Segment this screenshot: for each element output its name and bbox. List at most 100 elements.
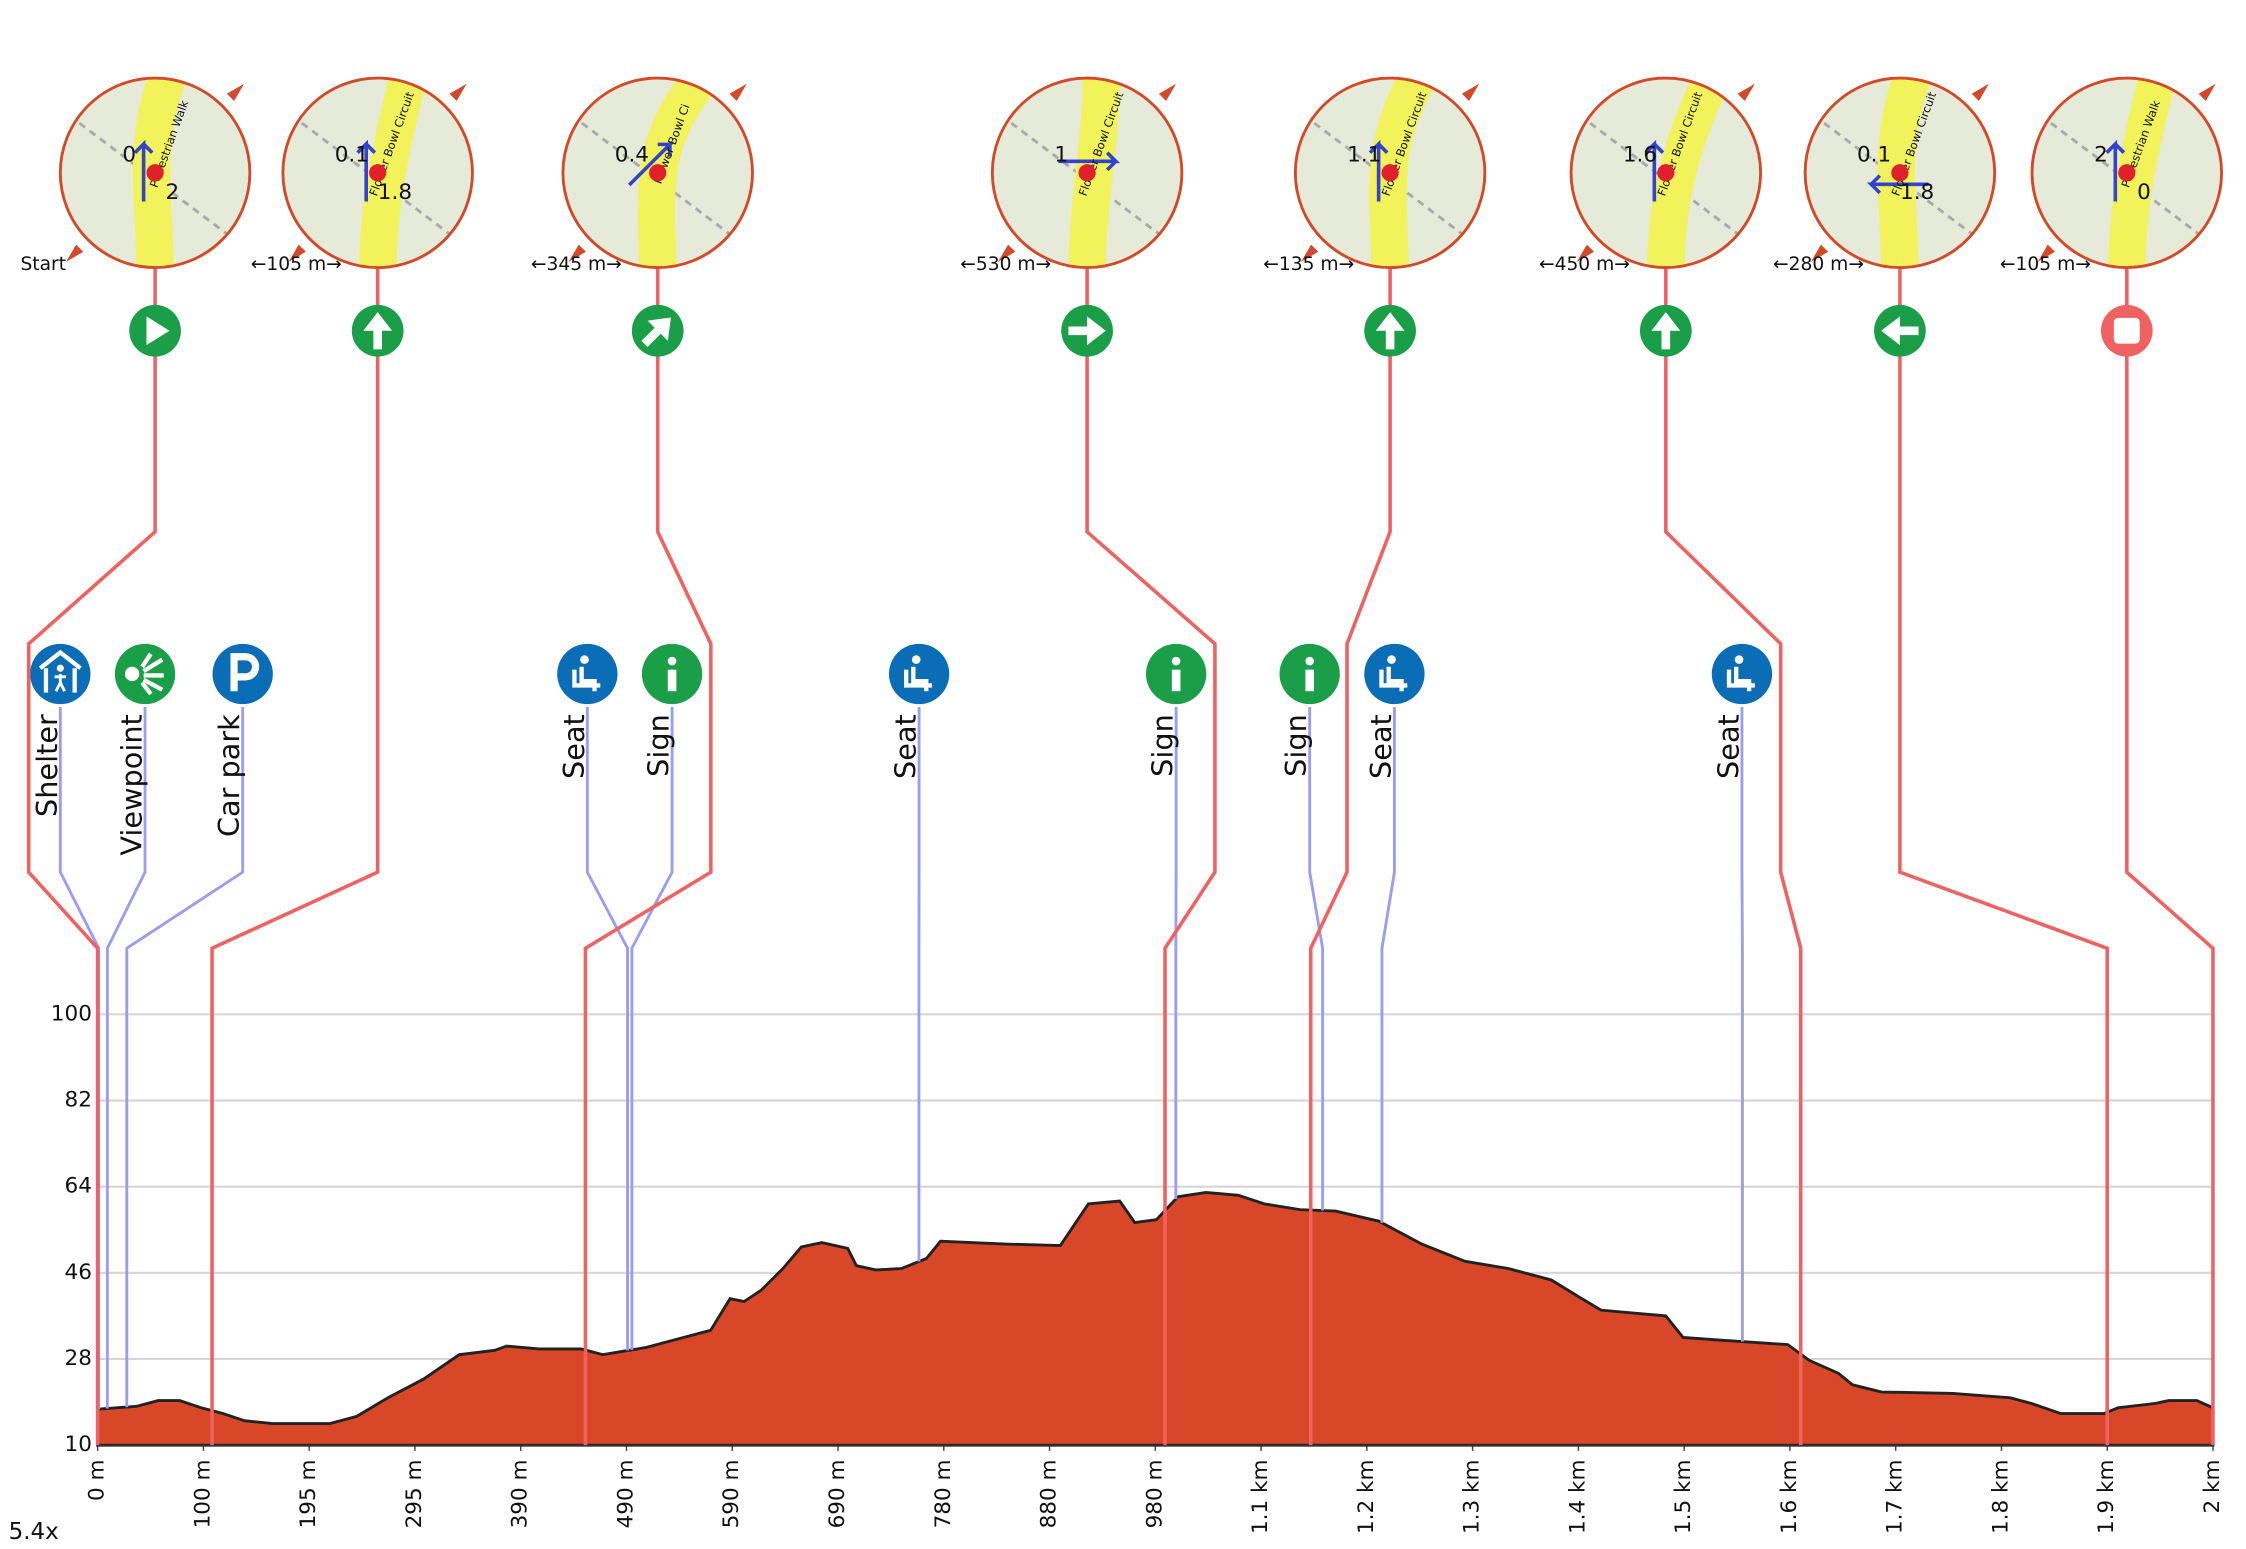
poi-icon [1364, 644, 1424, 704]
map-position [146, 164, 163, 181]
compass [1972, 84, 1989, 101]
x-tick-label: 0 m [85, 1460, 110, 1502]
map-position [2118, 164, 2135, 181]
zoom-label: 5.4x [9, 1519, 59, 1545]
x-tick-label: 880 m [1037, 1460, 1062, 1529]
glyph [1305, 657, 1314, 666]
x-tick-label: 2 km [2200, 1460, 2225, 1514]
x-tick-label: 100 m [190, 1460, 215, 1529]
poi-label: Seat [1711, 714, 1745, 779]
gap-label: ←530 m→ [960, 254, 1051, 275]
compass [1738, 84, 1755, 101]
glyph [125, 667, 139, 681]
poi-label: Seat [1364, 714, 1398, 779]
elevation-profile: 5.4x 10284664821000 m100 m195 m295 m390 … [0, 0, 2246, 1549]
poi-label: Sign [1279, 714, 1313, 777]
map-label: 0 [2137, 180, 2151, 205]
map-thumbnail: Flower Bowl Ci0.4 [563, 72, 753, 273]
gap-label: ←105 m→ [2000, 254, 2091, 275]
x-tick-label: 1.3 km [1460, 1460, 1485, 1535]
map-label: 0 [122, 143, 136, 168]
route-leader [585, 268, 710, 1446]
glyph [1172, 657, 1181, 666]
glyph [1172, 670, 1181, 692]
glyph [668, 657, 677, 666]
compass [1159, 84, 1176, 101]
gap-label: ←345 m→ [531, 254, 622, 275]
poi-label: Sign [1146, 714, 1180, 777]
glyph [1735, 655, 1744, 664]
poi-label: Car park [212, 714, 246, 837]
poi-glyph [1305, 657, 1314, 691]
poi-label: Seat [557, 714, 591, 779]
y-tick-label: 10 [65, 1432, 92, 1457]
maneuver-glyph [2114, 318, 2140, 344]
x-tick-label: 1.7 km [1883, 1460, 1908, 1535]
x-tick-label: 780 m [931, 1460, 956, 1529]
x-tick-label: 390 m [508, 1460, 533, 1529]
y-tick-label: 82 [65, 1087, 92, 1112]
x-tick-label: 295 m [402, 1460, 427, 1529]
map-label: 2 [165, 180, 179, 205]
y-tick-label: 100 [51, 1001, 92, 1026]
y-tick-label: 64 [65, 1174, 92, 1199]
x-tick-label: 490 m [613, 1460, 638, 1529]
x-tick-label: 1.5 km [1671, 1460, 1696, 1535]
y-tick-label: 46 [65, 1260, 92, 1285]
route-leader [212, 268, 378, 1446]
glyph [668, 670, 677, 692]
poi-glyph [668, 657, 677, 691]
compass [730, 84, 747, 101]
map-label: 1.8 [1900, 180, 1934, 205]
map-position [649, 164, 666, 181]
map-position [1891, 164, 1908, 181]
compass [66, 245, 83, 262]
poi-icon [1712, 644, 1772, 704]
glyph [912, 655, 921, 664]
poi-icon [557, 644, 617, 704]
glyph [1387, 655, 1396, 664]
poi-label: Viewpoint [115, 714, 149, 855]
compass [2199, 84, 2216, 101]
poi-leader [587, 707, 627, 1351]
x-tick-label: 1.1 km [1248, 1460, 1273, 1535]
map-label: 0.1 [1857, 143, 1891, 168]
glyph [57, 665, 64, 672]
poi-icon [889, 644, 949, 704]
compass [1462, 84, 1479, 101]
poi-leader [60, 707, 98, 1409]
x-tick-label: 1.2 km [1354, 1460, 1379, 1535]
map-position [1657, 164, 1674, 181]
poi-glyph [1172, 657, 1181, 691]
map-label: 0.1 [335, 143, 369, 168]
x-tick-label: 1.9 km [2094, 1460, 2119, 1535]
x-tick-label: 1.4 km [1565, 1460, 1590, 1535]
compass [449, 84, 466, 101]
poi-label: Shelter [30, 714, 64, 817]
map-label: 1 [1054, 143, 1068, 168]
elevation-area [98, 1192, 2213, 1445]
map-thumbnail: Pedestrian Walk02 [60, 72, 250, 273]
poi-leader [632, 707, 672, 1350]
route-leader [2127, 268, 2213, 1446]
compass [227, 84, 244, 101]
x-tick-label: 590 m [719, 1460, 744, 1529]
poi-label: Seat [889, 714, 923, 779]
gap-label: ←135 m→ [1263, 254, 1354, 275]
glyph [2114, 318, 2140, 344]
gap-label: Start [20, 254, 66, 275]
map-label: 1.1 [1347, 143, 1381, 168]
map-label: 1.6 [1623, 143, 1657, 168]
gap-label: ←105 m→ [251, 254, 342, 275]
x-tick-label: 980 m [1142, 1460, 1167, 1529]
map-label: 0.4 [615, 143, 649, 168]
map-position [1381, 164, 1398, 181]
route-leader [1900, 268, 2107, 1446]
glyph [580, 655, 589, 664]
map-label: 1.8 [378, 180, 412, 205]
x-tick-label: 1.6 km [1777, 1460, 1802, 1535]
